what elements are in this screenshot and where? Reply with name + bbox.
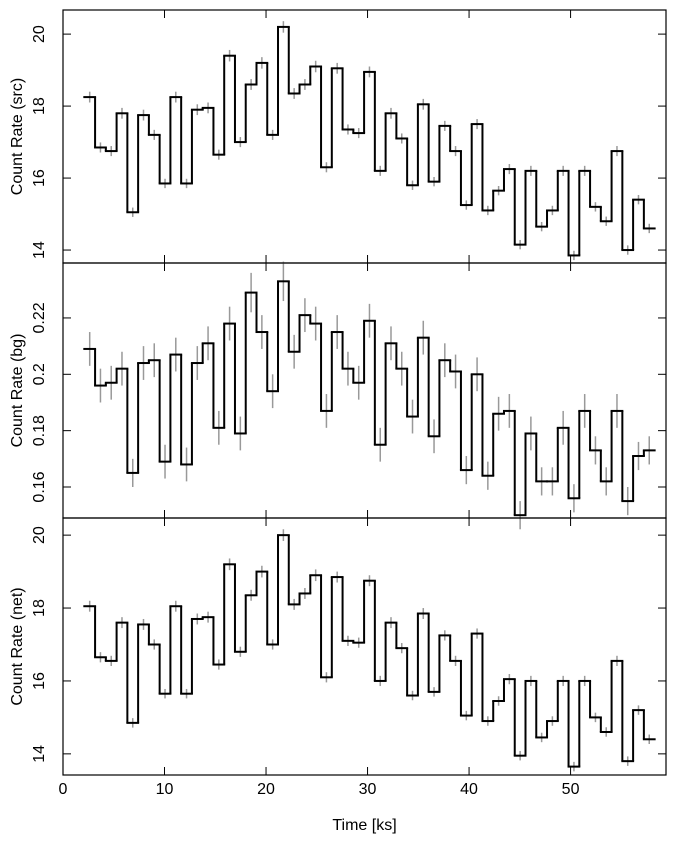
y-tick-label: 0.2 [31,363,48,385]
x-tick-label: 30 [359,781,377,798]
x-tick-label: 0 [59,781,68,798]
y-tick-label: 0.18 [31,415,48,446]
y-tick-label: 14 [31,241,48,259]
x-tick-label: 40 [460,781,478,798]
x-tick-label: 10 [156,781,174,798]
x-tick-label: 50 [562,781,580,798]
y-axis-label: Count Rate (net) [9,587,26,705]
panel-frame [62,517,667,776]
x-tick-label: 20 [257,781,275,798]
y-tick-label: 18 [31,97,48,115]
y-tick-label: 20 [31,526,48,544]
y-tick-label: 0.22 [31,302,48,333]
y-tick-label: 14 [31,745,48,763]
y-tick-label: 0.16 [31,471,48,502]
y-tick-label: 16 [31,672,48,690]
y-axis-label: Count Rate (src) [9,78,26,195]
panel-frame [62,9,667,264]
y-tick-label: 16 [31,169,48,187]
panel-frame [62,262,667,519]
y-tick-label: 18 [31,599,48,617]
y-tick-label: 20 [31,25,48,43]
y-axis-label: Count Rate (bg) [9,334,26,448]
x-axis-label: Time [ks] [332,817,396,834]
